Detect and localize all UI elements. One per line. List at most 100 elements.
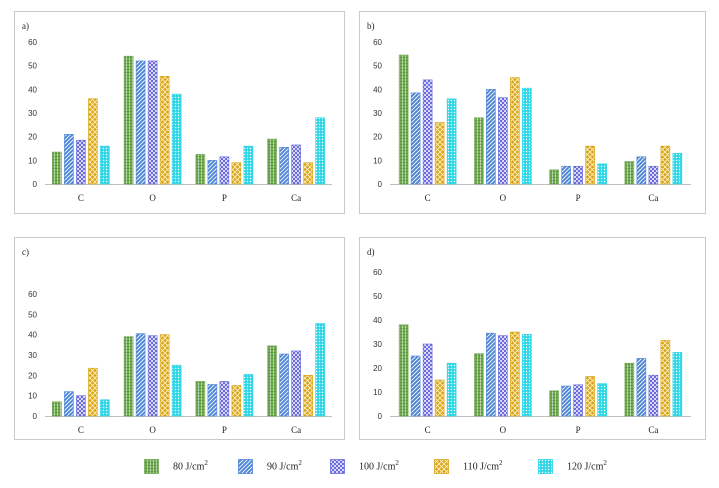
- bar-d-ca-90: [636, 358, 647, 417]
- x-tick-d-o: O: [500, 425, 507, 435]
- legend-item-100: 100 J/cm2: [330, 456, 399, 476]
- bar-c-ca-80: [267, 345, 277, 417]
- panel-label-a: a): [22, 21, 29, 31]
- legend-label-80: 80 J/cm2: [173, 459, 208, 473]
- bar-b-ca-80: [624, 161, 635, 185]
- legend-swatch-90: [238, 458, 253, 474]
- x-tick-b-o: O: [500, 193, 507, 203]
- bar-a-o-90: [135, 60, 146, 185]
- x-tick-b-ca: Ca: [648, 193, 658, 203]
- bar-b-p-90: [561, 165, 571, 185]
- bar-b-o-110: [510, 77, 520, 185]
- chart-panel-c: c) 0 10 20 30 40 50 60 C O P Ca: [14, 237, 345, 440]
- y-tick-b-10: 10: [373, 156, 382, 165]
- x-tick-d-p: P: [576, 425, 581, 435]
- x-tick-a-c: C: [78, 193, 84, 203]
- bar-d-c-120: [446, 362, 457, 417]
- y-tick-a-0: 0: [33, 180, 38, 189]
- y-tick-a-40: 40: [28, 85, 37, 94]
- bar-b-p-120: [597, 163, 607, 185]
- bar-d-p-90: [561, 385, 571, 417]
- x-tick-c-ca: Ca: [291, 425, 301, 435]
- bar-d-o-90: [486, 332, 496, 417]
- y-tick-d-50: 50: [373, 292, 382, 301]
- legend-swatch-100: [330, 458, 345, 474]
- bar-d-ca-120: [672, 352, 683, 417]
- chart-panel-b: b) 0 10 20 30 40 50 60 C O P Ca: [359, 11, 706, 214]
- y-tick-c-40: 40: [28, 331, 37, 340]
- bar-b-c-110: [434, 122, 445, 185]
- bar-c-c-100: [76, 395, 86, 417]
- chart-d-svg: d) 0 10 20 30 40 50 60 C O P Ca: [367, 247, 691, 435]
- y-tick-d-40: 40: [373, 316, 382, 325]
- bar-c-p-90: [207, 384, 218, 417]
- bar-b-c-100: [422, 79, 433, 185]
- y-tick-b-20: 20: [373, 133, 382, 142]
- bar-d-p-100: [573, 384, 583, 417]
- chart-panel-d: d) 0 10 20 30 40 50 60 C O P Ca: [359, 237, 706, 440]
- bar-d-o-120: [522, 334, 532, 417]
- bar-b-o-100: [498, 97, 508, 185]
- x-tick-b-c: C: [425, 193, 431, 203]
- bar-c-ca-90: [279, 353, 289, 417]
- y-tick-c-50: 50: [28, 310, 37, 319]
- bar-a-p-90: [207, 160, 218, 185]
- bar-d-o-100: [498, 335, 508, 417]
- bar-a-ca-110: [303, 162, 313, 185]
- y-tick-a-30: 30: [28, 109, 37, 118]
- legend-label-110: 110 J/cm2: [463, 459, 503, 473]
- y-tick-d-30: 30: [373, 340, 382, 349]
- x-tick-d-ca: Ca: [648, 425, 658, 435]
- bar-a-c-80: [52, 151, 62, 185]
- bar-d-p-110: [585, 376, 595, 417]
- bar-d-o-80: [474, 353, 484, 417]
- bar-c-c-80: [52, 401, 62, 417]
- bar-d-p-120: [597, 383, 607, 417]
- bar-b-c-80: [398, 54, 409, 185]
- bar-c-p-100: [219, 381, 230, 417]
- bar-c-c-110: [88, 367, 98, 417]
- x-tick-a-ca: Ca: [291, 193, 301, 203]
- y-tick-d-20: 20: [373, 364, 382, 373]
- bar-a-o-120: [171, 93, 182, 185]
- panel-label-b: b): [367, 21, 375, 31]
- x-tick-b-p: P: [576, 193, 581, 203]
- legend-label-90: 90 J/cm2: [267, 459, 302, 473]
- bar-a-p-110: [231, 162, 242, 185]
- legend-swatch-fill-90: [238, 458, 253, 474]
- bar-a-c-100: [76, 139, 86, 185]
- legend-item-120: 120 J/cm2: [538, 456, 607, 476]
- y-tick-b-30: 30: [373, 109, 382, 118]
- legend-swatch-fill-80: [144, 458, 159, 474]
- bar-a-ca-120: [315, 117, 325, 185]
- chart-a-svg: a) 0 10 20 30 40 50 60 C O P Ca: [22, 21, 332, 203]
- y-tick-c-0: 0: [33, 412, 38, 421]
- y-tick-b-50: 50: [373, 62, 382, 71]
- bar-a-o-110: [159, 76, 170, 185]
- bar-a-o-80: [123, 55, 134, 185]
- bar-c-ca-100: [291, 350, 301, 417]
- bar-b-o-90: [486, 89, 496, 185]
- bar-a-p-120: [243, 145, 254, 185]
- y-tick-a-60: 60: [28, 38, 37, 47]
- x-tick-c-p: P: [222, 425, 227, 435]
- bar-d-ca-80: [624, 362, 635, 417]
- bar-b-c-90: [410, 92, 421, 185]
- legend-label-120: 120 J/cm2: [567, 459, 607, 473]
- y-tick-b-0: 0: [378, 180, 383, 189]
- bar-b-p-110: [585, 145, 595, 185]
- y-tick-b-60: 60: [373, 38, 382, 47]
- bar-b-p-80: [549, 169, 559, 185]
- bar-b-ca-110: [660, 145, 671, 185]
- y-tick-a-10: 10: [28, 156, 37, 165]
- y-tick-a-50: 50: [28, 62, 37, 71]
- legend-swatch-110: [434, 458, 449, 474]
- bar-b-ca-90: [636, 156, 647, 185]
- y-tick-c-60: 60: [28, 290, 37, 299]
- panel-label-c: c): [22, 247, 29, 257]
- y-tick-c-30: 30: [28, 351, 37, 360]
- bar-c-ca-120: [315, 323, 325, 417]
- legend-swatch-120: [538, 458, 553, 474]
- legend-item-90: 90 J/cm2: [238, 456, 302, 476]
- bar-d-ca-100: [648, 374, 659, 417]
